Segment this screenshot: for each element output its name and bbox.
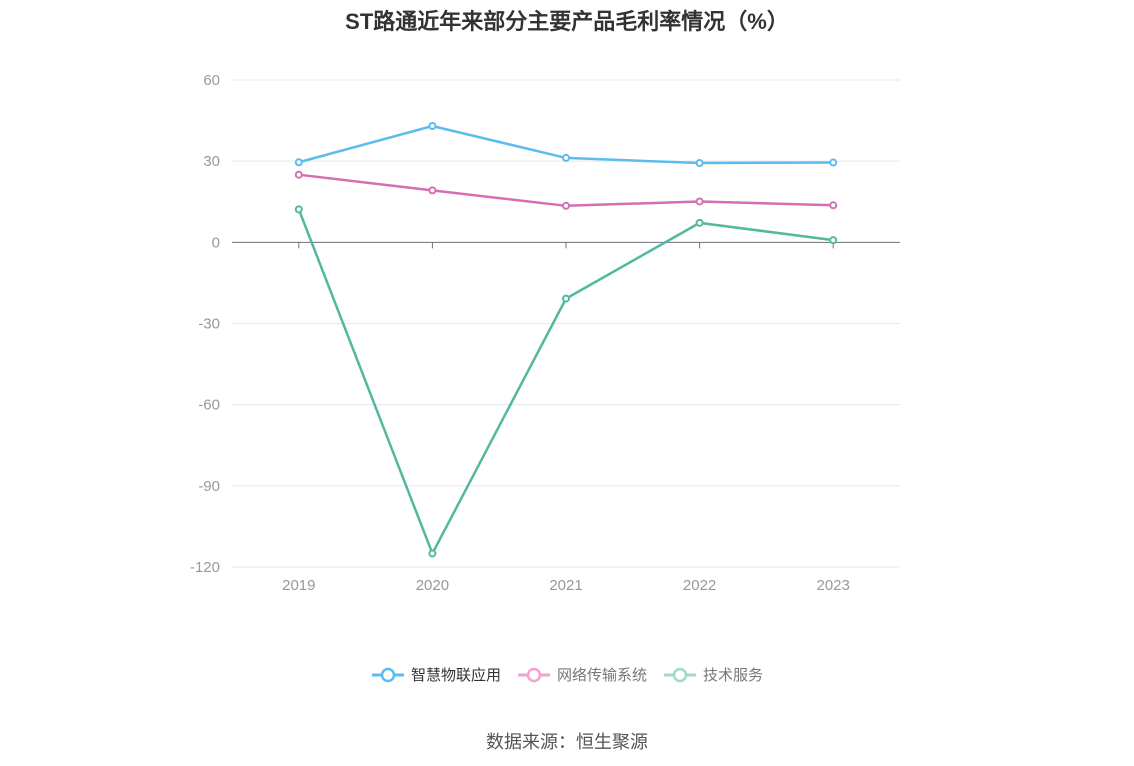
data-point xyxy=(294,205,303,214)
y-tick-label: -90 xyxy=(198,478,220,495)
data-point xyxy=(695,197,704,206)
legend-label: 智慧物联应用 xyxy=(410,667,501,684)
data-point xyxy=(428,186,437,195)
data-point xyxy=(294,170,303,179)
data-point xyxy=(562,294,570,303)
legend-label: 技术服务 xyxy=(703,667,764,684)
x-axis: 2019 2020 2021 2022 2023 xyxy=(232,241,900,594)
series-line-2 xyxy=(297,208,834,555)
data-point xyxy=(562,201,570,210)
legend-item-0[interactable]: 智慧物联应用 xyxy=(371,664,501,685)
legend-item-1[interactable]: 网络传输系统 xyxy=(517,664,647,685)
source-note: 数据来源：恒生聚源 xyxy=(486,732,648,752)
x-tick-label: 2021 xyxy=(549,577,582,594)
legend: 智慧物联应用 网络传输系统 技术服务 xyxy=(0,664,1134,685)
data-point xyxy=(428,549,437,558)
y-tick-label: -30 xyxy=(198,316,220,333)
data-point xyxy=(695,159,704,168)
y-axis: 60 30 0 -30 -60 -90 -120 xyxy=(190,72,220,576)
legend-label: 网络传输系统 xyxy=(556,667,647,684)
data-point xyxy=(562,153,570,162)
y-tick-label: 0 xyxy=(212,234,220,251)
x-tick-label: 2020 xyxy=(416,577,449,594)
data-point xyxy=(428,121,437,130)
data-point xyxy=(294,158,303,167)
y-tick-label: 30 xyxy=(203,153,220,170)
data-point xyxy=(829,158,838,167)
data-point xyxy=(695,218,704,227)
data-point xyxy=(829,236,838,245)
x-tick-label: 2022 xyxy=(683,577,716,594)
data-point xyxy=(829,201,838,210)
y-tick-label: -120 xyxy=(190,559,220,576)
legend-marker-icon xyxy=(664,667,696,682)
x-tick-label: 2019 xyxy=(282,577,315,594)
line-chart: 60 30 0 -30 -60 -90 -120 2019 2020 2021 2022 2023 xyxy=(190,72,900,594)
legend-marker-icon xyxy=(371,667,404,682)
y-tick-label: 60 xyxy=(203,72,220,89)
y-tick-label: -60 xyxy=(198,397,220,414)
legend-marker-icon xyxy=(517,667,550,682)
legend-item-2[interactable]: 技术服务 xyxy=(663,664,763,685)
chart-title: ST路通近年来部分主要产品毛利率情况（%） xyxy=(345,9,789,34)
x-tick-label: 2023 xyxy=(817,577,850,594)
series-line-1 xyxy=(298,173,834,208)
series-group xyxy=(294,121,838,558)
